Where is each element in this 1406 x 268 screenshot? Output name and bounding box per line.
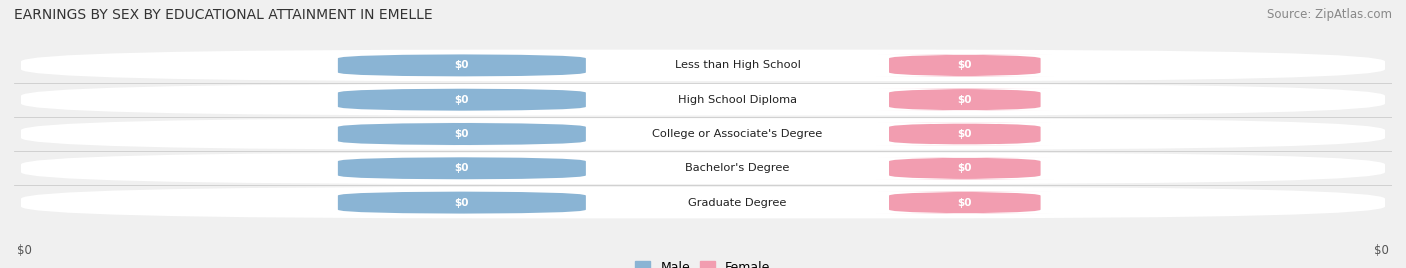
FancyBboxPatch shape: [21, 152, 1385, 184]
Text: $0: $0: [454, 198, 470, 208]
FancyBboxPatch shape: [337, 191, 586, 214]
FancyBboxPatch shape: [21, 84, 1385, 116]
FancyBboxPatch shape: [875, 123, 1054, 145]
Text: $0: $0: [454, 163, 470, 173]
FancyBboxPatch shape: [21, 187, 1385, 218]
Text: $0: $0: [957, 198, 972, 208]
Text: EARNINGS BY SEX BY EDUCATIONAL ATTAINMENT IN EMELLE: EARNINGS BY SEX BY EDUCATIONAL ATTAINMEN…: [14, 8, 433, 22]
FancyBboxPatch shape: [337, 54, 586, 77]
FancyBboxPatch shape: [875, 88, 1054, 111]
Text: Less than High School: Less than High School: [675, 60, 800, 70]
FancyBboxPatch shape: [875, 191, 1054, 214]
FancyBboxPatch shape: [875, 54, 1054, 77]
Text: $0: $0: [454, 95, 470, 105]
Text: $0: $0: [17, 244, 32, 257]
FancyBboxPatch shape: [337, 123, 586, 145]
Legend: Male, Female: Male, Female: [630, 256, 776, 268]
Text: Source: ZipAtlas.com: Source: ZipAtlas.com: [1267, 8, 1392, 21]
Text: College or Associate's Degree: College or Associate's Degree: [652, 129, 823, 139]
Text: Graduate Degree: Graduate Degree: [689, 198, 786, 208]
Text: $0: $0: [957, 129, 972, 139]
Text: $0: $0: [454, 129, 470, 139]
Text: $0: $0: [957, 163, 972, 173]
Text: $0: $0: [957, 60, 972, 70]
FancyBboxPatch shape: [337, 157, 586, 180]
Text: High School Diploma: High School Diploma: [678, 95, 797, 105]
Text: Bachelor's Degree: Bachelor's Degree: [685, 163, 790, 173]
FancyBboxPatch shape: [875, 157, 1054, 180]
Text: $0: $0: [1374, 244, 1389, 257]
Text: $0: $0: [957, 95, 972, 105]
FancyBboxPatch shape: [21, 118, 1385, 150]
FancyBboxPatch shape: [337, 88, 586, 111]
FancyBboxPatch shape: [21, 50, 1385, 81]
Text: $0: $0: [454, 60, 470, 70]
